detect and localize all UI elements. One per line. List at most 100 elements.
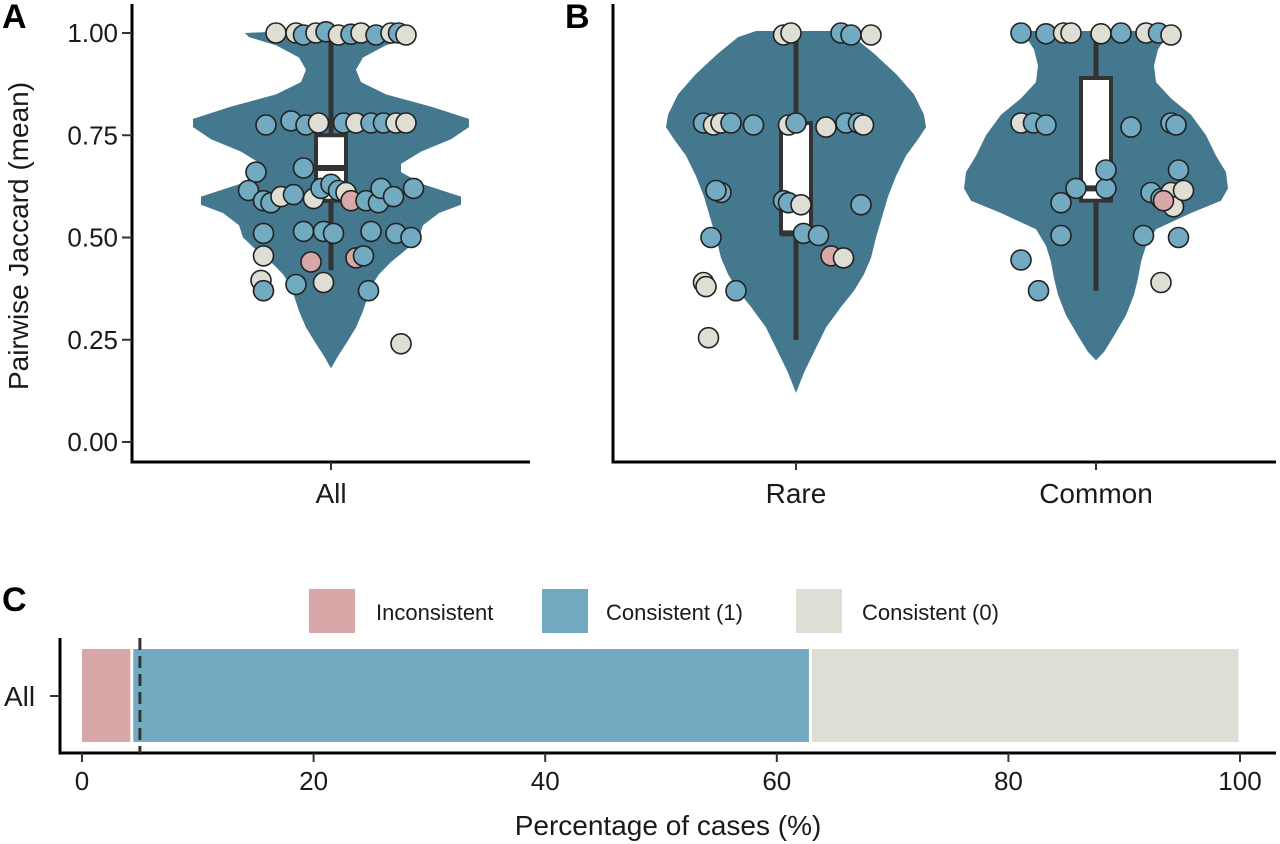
- legend-swatch-consistent-0: [796, 589, 842, 633]
- data-point: [807, 224, 830, 247]
- data-point: [785, 112, 807, 134]
- data-point: [1167, 159, 1190, 181]
- data-point: [1167, 226, 1190, 249]
- data-point: [292, 220, 315, 243]
- data-point: [725, 279, 747, 302]
- y-tick-label: 0.25: [67, 325, 118, 355]
- data-point: [852, 114, 875, 136]
- x-tick-label: 0: [75, 766, 89, 796]
- data-point: [1095, 159, 1117, 181]
- x-tick-label-rare: Rare: [766, 478, 827, 509]
- data-point: [1010, 249, 1032, 271]
- data-point: [1060, 22, 1082, 44]
- data-point: [255, 114, 277, 136]
- points-rare: [692, 22, 882, 349]
- x-tick-label: 60: [762, 766, 791, 796]
- y-tick-label: 0.00: [67, 427, 118, 457]
- data-point: [245, 161, 267, 183]
- panel-c-x-ticks: 0 20 40 60 80 100: [75, 753, 1262, 796]
- data-point: [1160, 24, 1182, 46]
- data-point: [1065, 177, 1087, 200]
- x-tick-label-all: All: [315, 478, 346, 509]
- points-all: [237, 20, 425, 355]
- x-tick-label: 80: [994, 766, 1023, 796]
- legend-swatch-consistent-1: [542, 589, 588, 633]
- data-point: [252, 279, 275, 302]
- legend-label-inconsistent: Inconsistent: [376, 600, 493, 625]
- data-point: [1110, 22, 1132, 44]
- data-point: [1120, 116, 1142, 138]
- legend-swatch-inconsistent: [309, 589, 355, 633]
- data-point: [742, 114, 765, 136]
- panel-c-x-axis-title: Percentage of cases (%): [515, 810, 822, 841]
- data-point: [395, 24, 417, 46]
- y-tick-label: 0.50: [67, 223, 118, 253]
- points-common: [1010, 22, 1195, 302]
- panel-c: C Inconsistent Consistent (1) Consistent…: [2, 581, 1276, 841]
- data-point: [705, 179, 727, 202]
- data-point: [252, 222, 275, 245]
- x-tick-label: 100: [1218, 766, 1261, 796]
- data-point: [285, 273, 307, 296]
- panel-a-y-ticks: 0.00 0.25 0.50 0.75 1.00: [67, 18, 132, 457]
- bar-inconsistent: [82, 649, 131, 742]
- x-tick-label: 40: [531, 766, 560, 796]
- data-point: [400, 226, 422, 249]
- bar-consistent-1: [133, 649, 809, 742]
- data-point: [402, 177, 425, 200]
- data-point: [1095, 177, 1117, 200]
- panel-b: B Rare Common: [565, 0, 1276, 509]
- data-point: [1050, 191, 1072, 214]
- data-point: [357, 279, 380, 302]
- data-point: [307, 112, 330, 134]
- data-point: [312, 271, 335, 294]
- data-point: [1132, 224, 1155, 247]
- data-point: [1010, 22, 1032, 44]
- data-point: [1050, 224, 1072, 247]
- panel-a: A Pairwise Jaccard (mean) 0.00 0.25 0.50…: [2, 0, 530, 509]
- data-point: [282, 183, 305, 206]
- data-point: [697, 326, 720, 349]
- box-iqr: [779, 120, 813, 236]
- data-point: [1152, 189, 1175, 212]
- legend: Inconsistent Consistent (1) Consistent (…: [309, 589, 999, 633]
- x-tick-label-common: Common: [1039, 478, 1153, 509]
- data-point: [1172, 179, 1195, 202]
- data-point: [252, 245, 275, 267]
- data-point: [395, 112, 417, 134]
- bar-consistent-0: [811, 649, 1239, 742]
- legend-label-consistent-1: Consistent (1): [606, 600, 743, 625]
- data-point: [360, 220, 382, 243]
- data-point: [1035, 114, 1057, 136]
- data-point: [1090, 22, 1112, 45]
- data-point: [815, 116, 837, 138]
- data-point: [1165, 114, 1187, 136]
- x-tick-label: 20: [299, 766, 328, 796]
- data-point: [832, 247, 855, 269]
- y-tick-label-all: All: [4, 681, 35, 712]
- legend-label-consistent-0: Consistent (0): [862, 600, 999, 625]
- data-point: [265, 22, 287, 44]
- data-point: [790, 194, 812, 216]
- data-point: [850, 194, 872, 216]
- data-point: [840, 24, 862, 46]
- panel-b-label: B: [565, 0, 590, 36]
- data-point: [700, 226, 722, 249]
- data-point: [780, 22, 802, 44]
- y-tick-label: 0.75: [67, 120, 118, 150]
- data-point: [300, 251, 322, 273]
- data-point: [352, 245, 375, 267]
- data-point: [1150, 271, 1172, 294]
- y-tick-label: 1.00: [67, 18, 118, 48]
- data-point: [237, 179, 260, 202]
- data-point: [382, 185, 405, 208]
- panel-a-y-axis-title: Pairwise Jaccard (mean): [3, 82, 34, 390]
- panel-c-label: C: [2, 581, 27, 619]
- data-point: [1027, 279, 1050, 302]
- data-point: [390, 332, 412, 355]
- data-point: [720, 112, 742, 134]
- panel-a-label: A: [2, 0, 27, 36]
- data-point: [292, 157, 315, 179]
- data-point: [860, 24, 882, 46]
